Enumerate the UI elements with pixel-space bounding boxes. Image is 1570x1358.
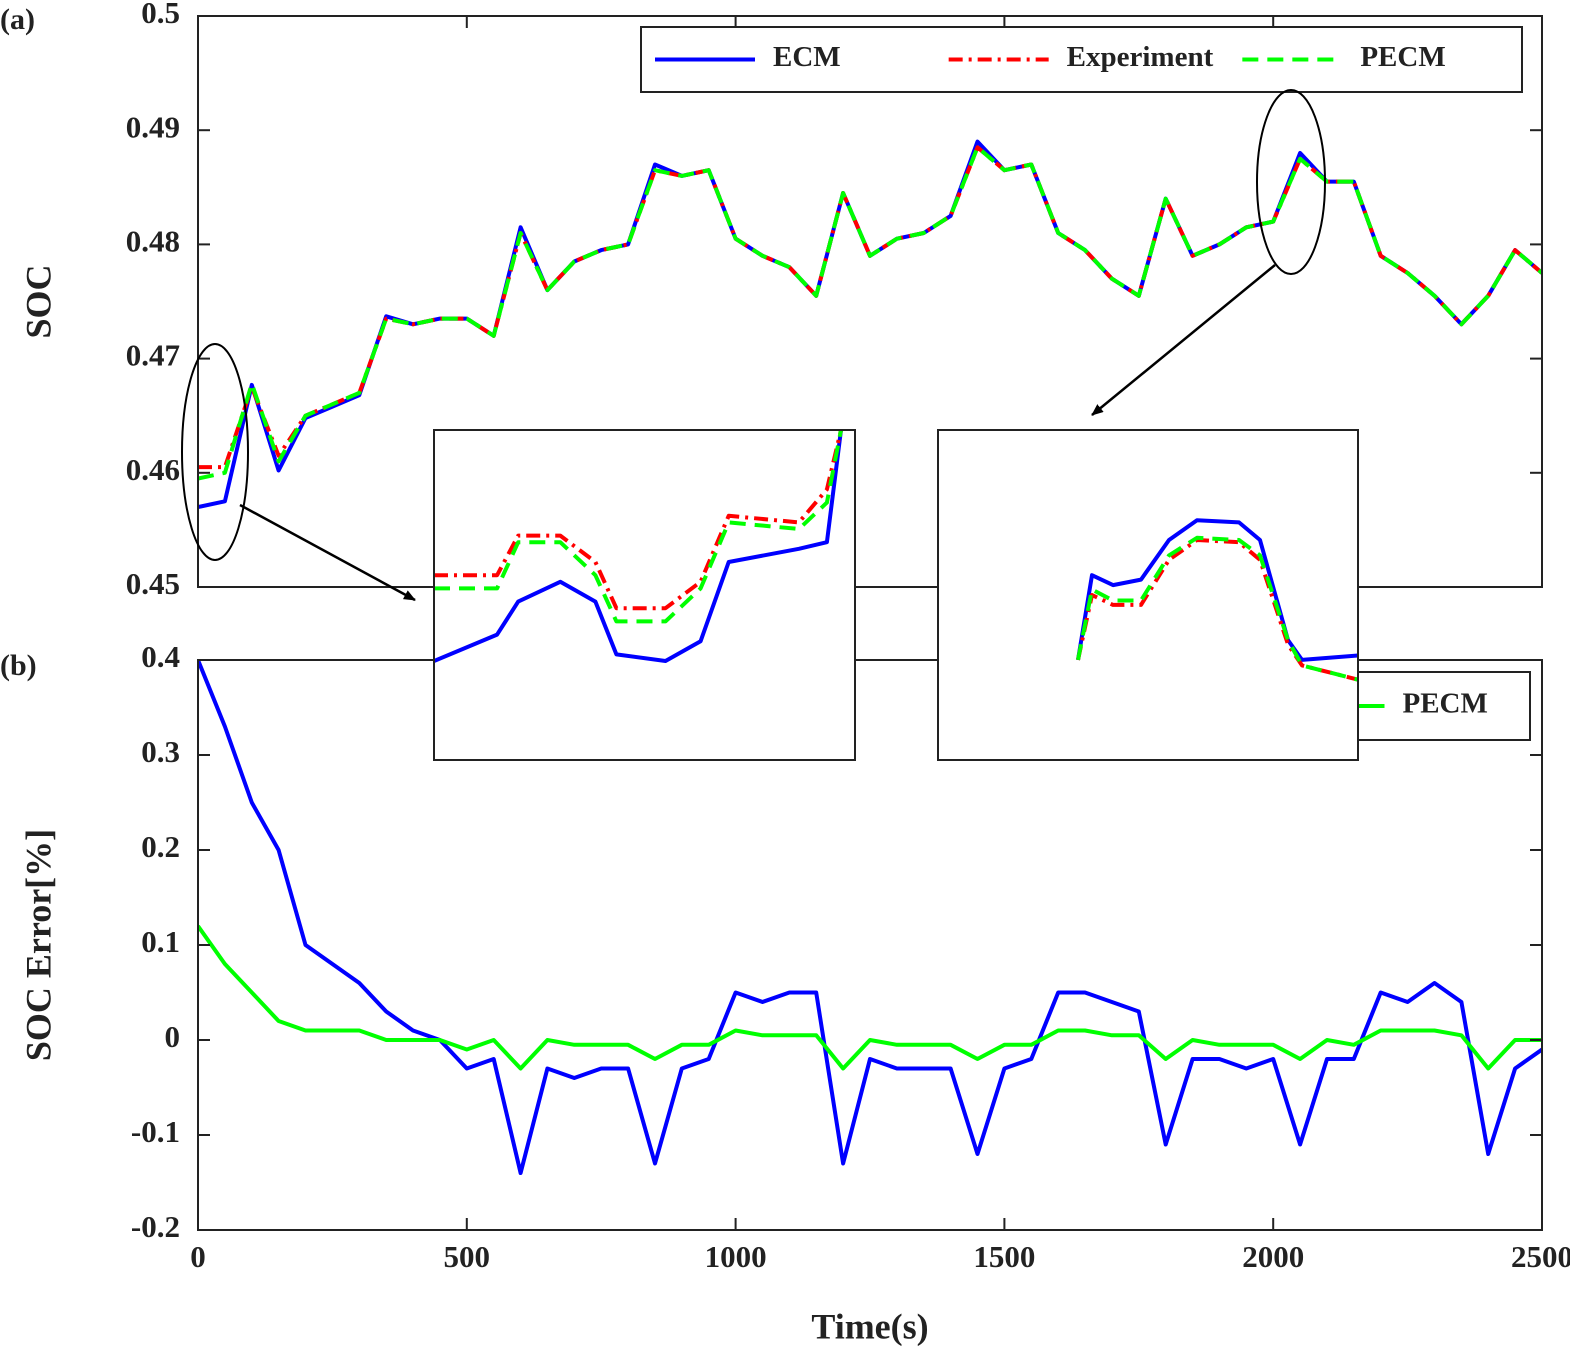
series-line (198, 660, 1542, 1175)
plot-area (434, 430, 843, 663)
x-tick-label: 2000 (1242, 1239, 1304, 1274)
plot-area (198, 139, 1542, 510)
series-line (1076, 518, 1358, 662)
legend-label: PECM (1403, 688, 1488, 720)
plot-area (1076, 518, 1358, 682)
series-line (434, 430, 843, 663)
series-line (1076, 535, 1358, 682)
plot-frame (937, 429, 1359, 761)
y-tick-label: -0.2 (131, 1209, 180, 1244)
x-axis-label: Time(s) (811, 1306, 928, 1346)
x-tick-label: 1500 (973, 1239, 1035, 1274)
legend-box (640, 26, 1523, 93)
y-tick-label: 0.2 (141, 829, 180, 864)
series-line (434, 430, 843, 624)
plot-background (434, 430, 855, 760)
y-tick-label: 0.4 (141, 639, 180, 674)
legend-label: PECM (1360, 41, 1445, 73)
panel-label: (b) (0, 649, 37, 682)
legend-label: Experiment (1067, 41, 1214, 73)
y-tick-label: 0.45 (126, 566, 180, 601)
series-line (198, 924, 1542, 1071)
plot-frame (197, 15, 1543, 588)
series-line (198, 145, 1542, 481)
x-tick-label: 0 (190, 1239, 206, 1274)
y-tick-label: 0.46 (126, 452, 180, 487)
plot-area (198, 660, 1542, 1175)
y-tick-label: -0.1 (131, 1114, 180, 1149)
y-tick-label: 0.1 (141, 924, 180, 959)
x-tick-label: 2500 (1511, 1239, 1570, 1274)
zoom-arrow (1091, 264, 1276, 416)
y-tick-label: 0.49 (126, 109, 180, 144)
y-axis-label: SOC Error[%] (18, 829, 58, 1061)
y-tick-label: 0.48 (126, 224, 180, 259)
y-tick-label: 0.3 (141, 734, 180, 769)
plot-frame (433, 429, 856, 761)
panel-label: (a) (0, 3, 35, 36)
zoom-arrow (239, 503, 416, 602)
y-tick-label: 0 (165, 1019, 181, 1054)
x-tick-label: 1000 (705, 1239, 767, 1274)
x-tick-label: 500 (444, 1239, 491, 1274)
zoom-ellipse (181, 343, 249, 561)
y-tick-label: 0.47 (126, 338, 180, 373)
y-tick-label: 0.5 (141, 0, 180, 30)
y-axis-label: SOC (18, 264, 58, 338)
zoom-ellipse (1256, 89, 1326, 275)
series-line (434, 430, 843, 611)
legend-label: ECM (773, 41, 841, 73)
